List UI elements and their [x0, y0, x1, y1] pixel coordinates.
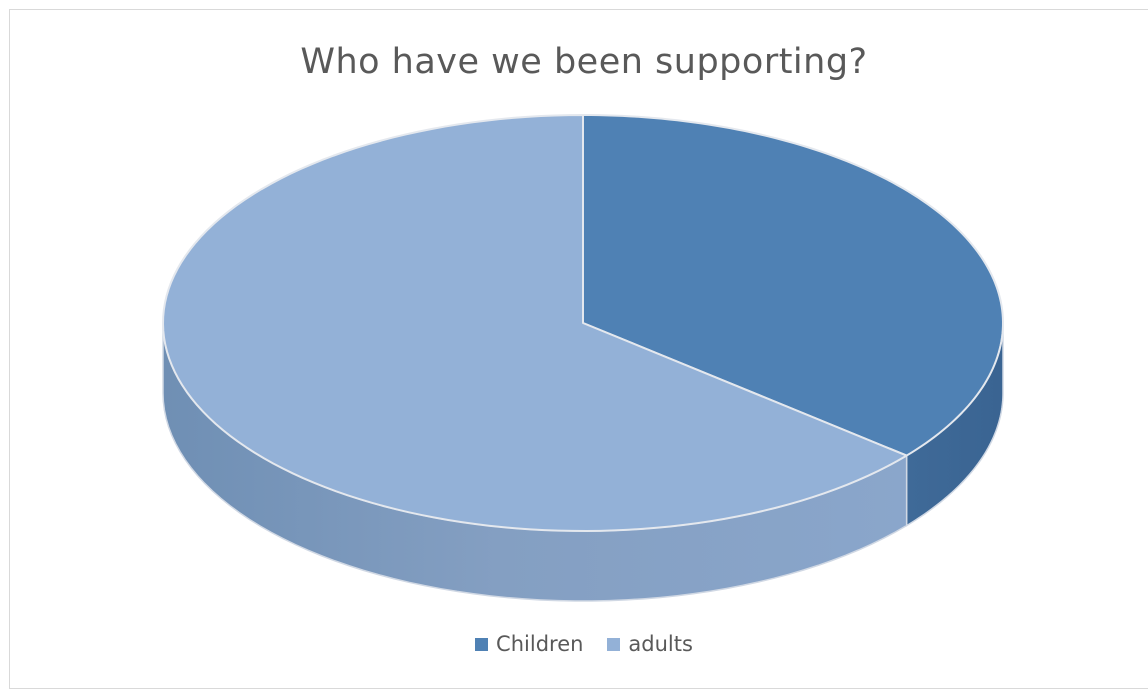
- legend-label-children: Children: [496, 632, 584, 656]
- chart-title: Who have we been supporting?: [300, 42, 868, 82]
- legend-item-adults: adults: [607, 632, 693, 656]
- legend-label-adults: adults: [628, 632, 693, 656]
- pie-slice-children: [582, 114, 1004, 457]
- legend-swatch-children: [475, 637, 489, 651]
- legend-item-children: Children: [475, 632, 583, 656]
- pie-slice-adults: [162, 114, 908, 532]
- legend-swatch-adults: [607, 637, 621, 651]
- pie-chart: [162, 114, 1004, 602]
- legend: Children adults: [0, 632, 1148, 656]
